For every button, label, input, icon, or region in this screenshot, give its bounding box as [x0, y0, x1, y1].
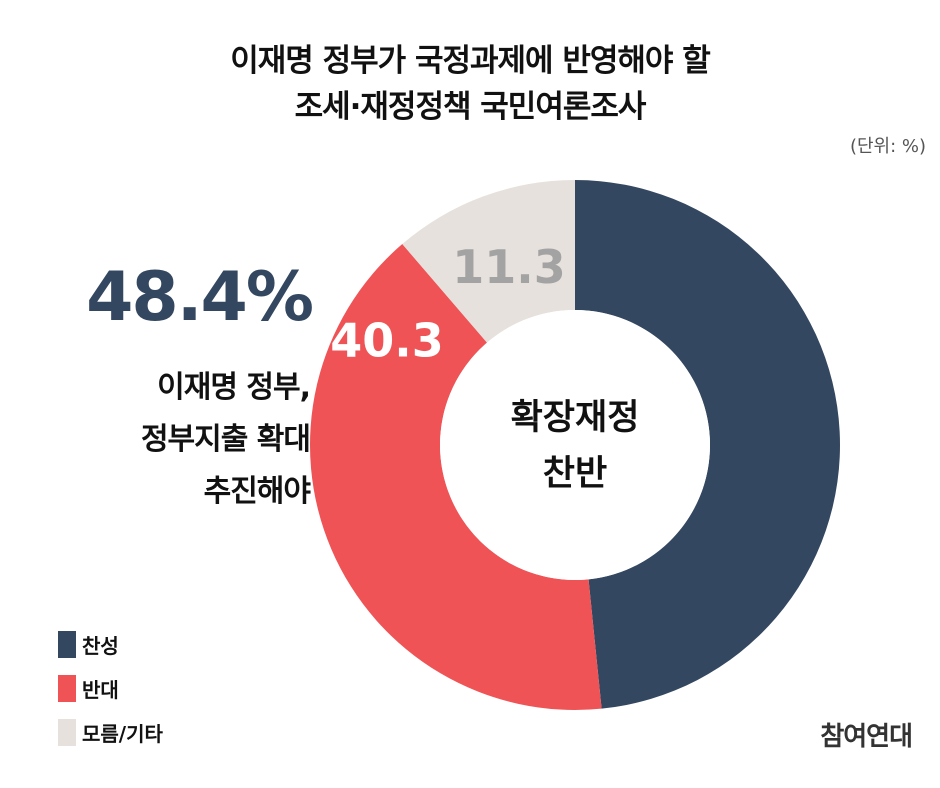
- callout-line-2: 정부지출 확대: [140, 422, 311, 457]
- callout-text: 이재명 정부, 정부지출 확대 추진해야: [20, 362, 311, 518]
- chart-title: 이재명 정부가 국정과제에 반영해야 할 조세·재정정책 국민여론조사: [0, 38, 940, 130]
- slice-oppose-value-label: 40.3: [330, 314, 444, 368]
- slice-unknown-value-label: 11.3: [452, 240, 566, 294]
- slice-unknown: [402, 180, 575, 343]
- source-logo: 참여연대: [820, 722, 913, 752]
- slice-oppose: [310, 244, 602, 710]
- center-label-line-2: 찬반: [543, 454, 607, 494]
- legend-item-unknown: 모름/기타: [58, 710, 163, 754]
- legend-swatch-agree: [58, 630, 76, 658]
- center-label-line-1: 확장재정: [511, 398, 640, 438]
- donut-hole: [440, 310, 710, 580]
- unit-label: (단위: %): [849, 136, 926, 157]
- legend-item-agree: 찬성: [58, 622, 163, 666]
- legend-label-agree: 찬성: [82, 633, 119, 658]
- donut-slices: [310, 180, 841, 710]
- legend-item-oppose: 반대: [58, 666, 163, 710]
- chart-title-line-2: 조세·재정정책 국민여론조사: [294, 89, 647, 125]
- chart-title-line-1: 이재명 정부가 국정과제에 반영해야 할: [230, 43, 711, 79]
- callout-line-3: 추진해야: [203, 474, 311, 509]
- legend-label-unknown: 모름/기타: [82, 721, 163, 746]
- legend: 찬성 반대 모름/기타: [58, 622, 163, 754]
- donut-value-labels: 40.311.3: [330, 240, 565, 368]
- legend-swatch-oppose: [58, 674, 76, 702]
- legend-swatch-unknown: [58, 718, 76, 746]
- legend-label-oppose: 반대: [82, 677, 119, 702]
- callout-line-1: 이재명 정부,: [157, 370, 311, 405]
- callout-value: 48.4%: [86, 258, 314, 337]
- slice-agree: [575, 180, 841, 709]
